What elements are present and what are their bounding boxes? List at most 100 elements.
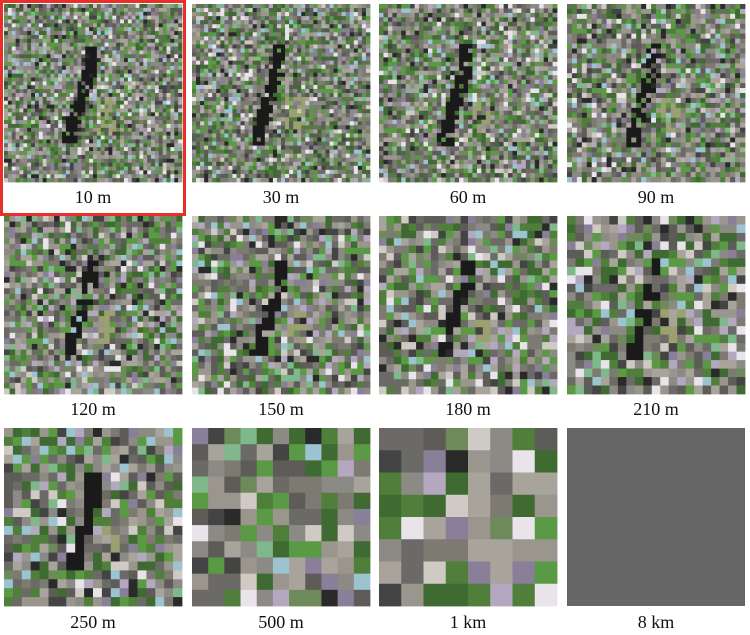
pixel <box>54 151 59 156</box>
pixel <box>321 64 326 70</box>
pixel <box>11 166 17 171</box>
pixel <box>216 157 221 163</box>
pixel <box>216 68 221 74</box>
pixel <box>264 109 270 114</box>
pixel <box>539 79 545 85</box>
pixel <box>256 72 262 78</box>
pixel <box>396 75 402 81</box>
pixel <box>317 105 322 110</box>
pixel <box>419 30 424 36</box>
pixel <box>216 141 221 146</box>
pixel <box>108 93 113 98</box>
pixel <box>154 58 160 63</box>
pixel <box>178 112 183 117</box>
pixel <box>220 48 225 53</box>
pixel <box>463 21 469 27</box>
pixel <box>15 89 20 94</box>
pixel <box>81 174 86 179</box>
pixel <box>485 79 491 85</box>
pixel <box>441 52 447 58</box>
pixel <box>252 161 258 167</box>
pixel <box>329 101 334 106</box>
pixel <box>325 101 330 106</box>
pixel <box>349 153 355 159</box>
pixel <box>147 15 152 20</box>
pixel <box>108 143 113 148</box>
pixel <box>463 57 469 63</box>
pixel <box>236 80 241 86</box>
pixel <box>548 17 553 23</box>
pixel <box>216 137 221 142</box>
pixel <box>539 17 545 23</box>
pixel <box>27 147 32 152</box>
pixel <box>104 31 109 36</box>
pixel <box>166 19 171 24</box>
pixel <box>204 165 209 171</box>
pixel <box>468 35 473 40</box>
pixel <box>220 113 225 118</box>
pixel <box>81 31 86 36</box>
pixel <box>281 109 286 114</box>
pixel <box>349 125 355 130</box>
pixel <box>38 73 44 78</box>
pixel <box>256 40 262 45</box>
pixel <box>281 157 286 163</box>
pixel <box>123 27 129 32</box>
pixel <box>297 129 302 134</box>
pixel <box>73 58 78 63</box>
pixel <box>216 4 221 9</box>
pixel <box>252 28 258 33</box>
pixel <box>383 26 389 32</box>
pixel <box>143 38 148 44</box>
pixel <box>100 127 106 133</box>
pixel <box>147 34 152 40</box>
pixel <box>27 58 32 63</box>
pixel <box>200 101 205 106</box>
pixel <box>62 89 67 94</box>
pixel <box>260 32 266 37</box>
pixel <box>208 157 213 163</box>
pixel <box>178 143 183 148</box>
pixel <box>543 84 549 89</box>
pixel <box>224 149 229 155</box>
pixel <box>50 139 55 144</box>
pixel <box>34 170 40 175</box>
pixel <box>468 4 473 9</box>
pixel <box>248 101 254 106</box>
pixel <box>293 157 298 163</box>
pixel <box>503 84 509 89</box>
pixel <box>135 81 140 86</box>
pixel <box>85 34 90 40</box>
pixel <box>272 72 278 78</box>
pixel <box>38 23 44 28</box>
pixel <box>170 50 175 55</box>
pixel <box>264 133 270 138</box>
pixel <box>410 101 415 107</box>
pixel <box>139 7 144 13</box>
pixel <box>301 117 306 122</box>
pixel <box>204 153 209 159</box>
pixel <box>96 123 102 129</box>
pixel <box>89 178 94 183</box>
pixel <box>301 24 306 29</box>
pixel <box>472 70 478 76</box>
pixel <box>108 19 113 24</box>
pixel <box>7 46 13 51</box>
pixel <box>264 60 270 66</box>
pixel <box>248 129 254 134</box>
pixel <box>329 28 334 33</box>
pixel <box>23 96 28 102</box>
pixel <box>490 66 496 72</box>
pixel <box>345 20 351 25</box>
pixel <box>508 101 513 107</box>
pixel <box>272 109 278 114</box>
pixel <box>232 76 237 82</box>
pixel <box>349 16 355 21</box>
pixel <box>552 44 558 49</box>
pixel <box>31 69 36 75</box>
pixel <box>240 165 245 171</box>
pixel <box>65 81 71 86</box>
pixel <box>396 26 402 32</box>
pixel <box>7 62 13 67</box>
pixel <box>232 105 237 110</box>
